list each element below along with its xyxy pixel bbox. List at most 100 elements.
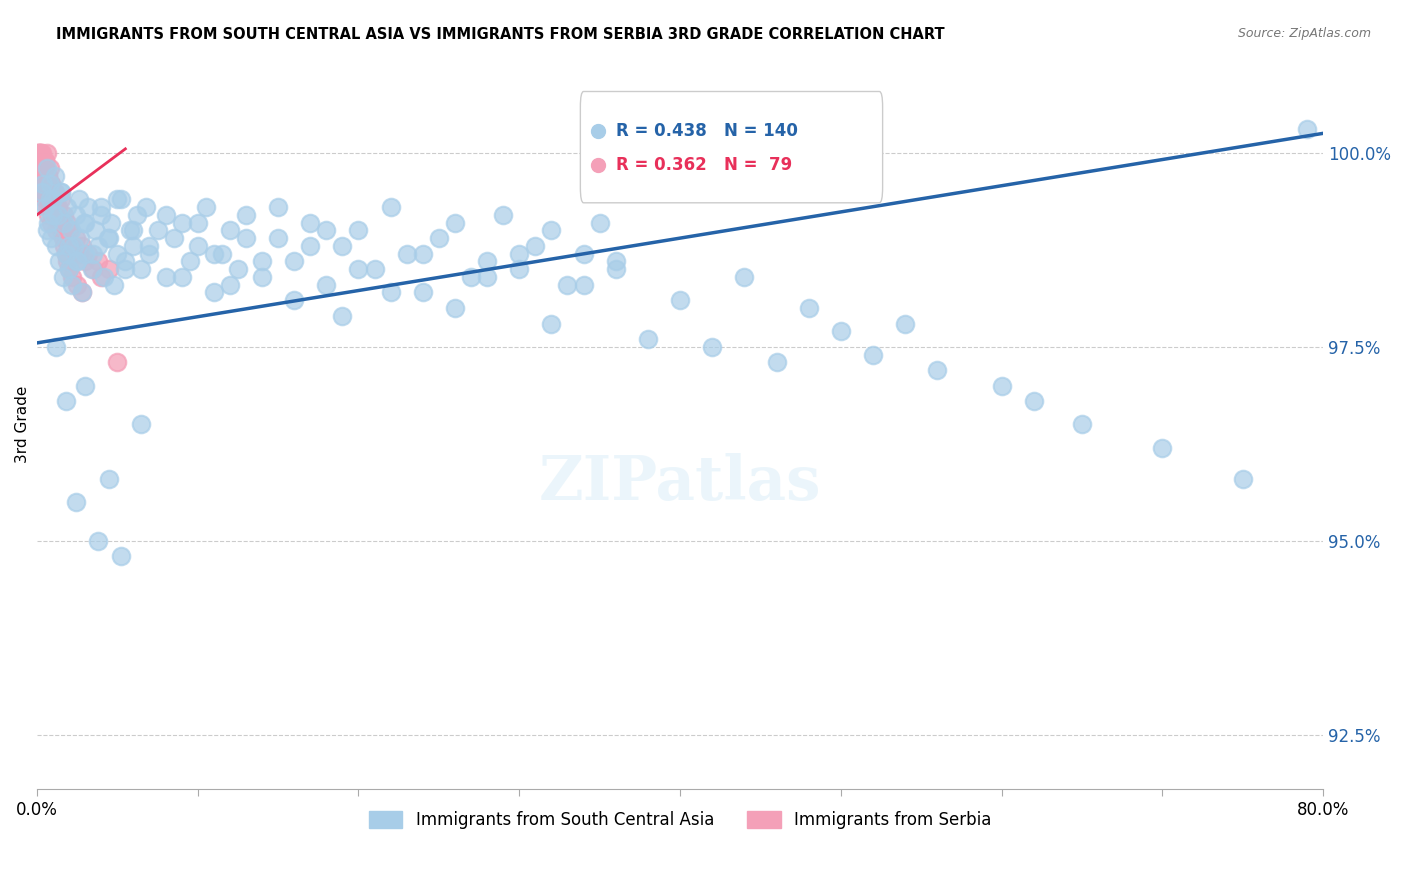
Point (637, 332, 659, 346)
Point (41, 216, 63, 230)
Point (30, 169, 52, 183)
Point (41, 231, 63, 245)
Point (492, 208, 515, 222)
Point (55, 231, 77, 245)
Point (38, 177, 60, 191)
Point (250, 254, 273, 268)
Point (28, 153, 51, 168)
Point (55, 246, 77, 260)
Point (395, 246, 418, 260)
Point (32, 161, 55, 176)
Point (38, 185, 60, 199)
Point (27, 145, 49, 160)
Point (250, 269, 273, 284)
Point (67, 192, 90, 206)
Point (524, 239, 547, 253)
Point (572, 277, 595, 292)
Point (412, 246, 434, 260)
Point (66, 254, 89, 268)
Point (49, 185, 72, 199)
FancyBboxPatch shape (581, 92, 883, 202)
Point (52, 223, 75, 237)
Point (77, 200, 100, 214)
Point (37, 208, 59, 222)
Point (211, 246, 233, 260)
Point (1152, 441, 1174, 455)
Point (35, 161, 58, 176)
Point (30, 153, 52, 168)
Point (56, 216, 79, 230)
Point (733, 269, 755, 284)
Point (28, 145, 51, 160)
Point (588, 216, 610, 230)
Point (41, 177, 63, 191)
Point (75, 216, 97, 230)
Point (55, 394, 77, 409)
Point (797, 301, 820, 315)
Point (38, 161, 60, 176)
Point (93, 269, 115, 284)
Text: Source: ZipAtlas.com: Source: ZipAtlas.com (1237, 27, 1371, 40)
Point (31, 153, 53, 168)
Point (35, 223, 58, 237)
Point (114, 262, 136, 277)
Point (267, 231, 290, 245)
Point (55, 246, 77, 260)
Point (347, 223, 370, 237)
Point (35, 200, 58, 214)
Point (572, 246, 595, 260)
Point (49, 192, 72, 206)
Point (87, 533, 110, 548)
Point (34, 153, 56, 168)
Point (283, 293, 305, 308)
Point (138, 246, 160, 260)
Point (27, 145, 49, 160)
Point (35, 185, 58, 199)
Point (135, 200, 157, 214)
Point (28, 169, 51, 183)
Point (41, 192, 63, 206)
Point (444, 216, 467, 230)
Point (105, 192, 128, 206)
Point (138, 239, 160, 253)
Point (53, 239, 76, 253)
Point (557, 277, 579, 292)
Point (28, 161, 51, 176)
Point (34, 169, 56, 183)
Point (927, 363, 949, 377)
Point (235, 208, 257, 222)
Point (187, 216, 209, 230)
Point (90, 200, 112, 214)
Point (179, 254, 201, 268)
Point (56, 254, 79, 268)
Point (332, 239, 354, 253)
Point (58, 262, 80, 277)
Point (299, 216, 322, 230)
Point (363, 262, 385, 277)
Point (32, 161, 55, 176)
Point (53, 208, 76, 222)
Point (52, 231, 75, 245)
Point (427, 231, 450, 245)
Point (540, 223, 562, 237)
Point (100, 216, 122, 230)
Point (70, 285, 93, 300)
Point (131, 417, 153, 432)
Point (380, 200, 402, 214)
Point (72, 216, 94, 230)
Point (63, 239, 86, 253)
Point (45, 200, 67, 214)
Point (46, 208, 69, 222)
Point (75, 378, 97, 392)
Point (42, 185, 65, 199)
Point (110, 549, 132, 564)
Point (34, 200, 56, 214)
Point (69, 231, 91, 245)
Point (44, 185, 66, 199)
Point (114, 254, 136, 268)
Point (70, 285, 93, 300)
Point (125, 208, 148, 222)
Point (42, 208, 65, 222)
Point (35, 161, 58, 176)
Point (70, 239, 93, 253)
